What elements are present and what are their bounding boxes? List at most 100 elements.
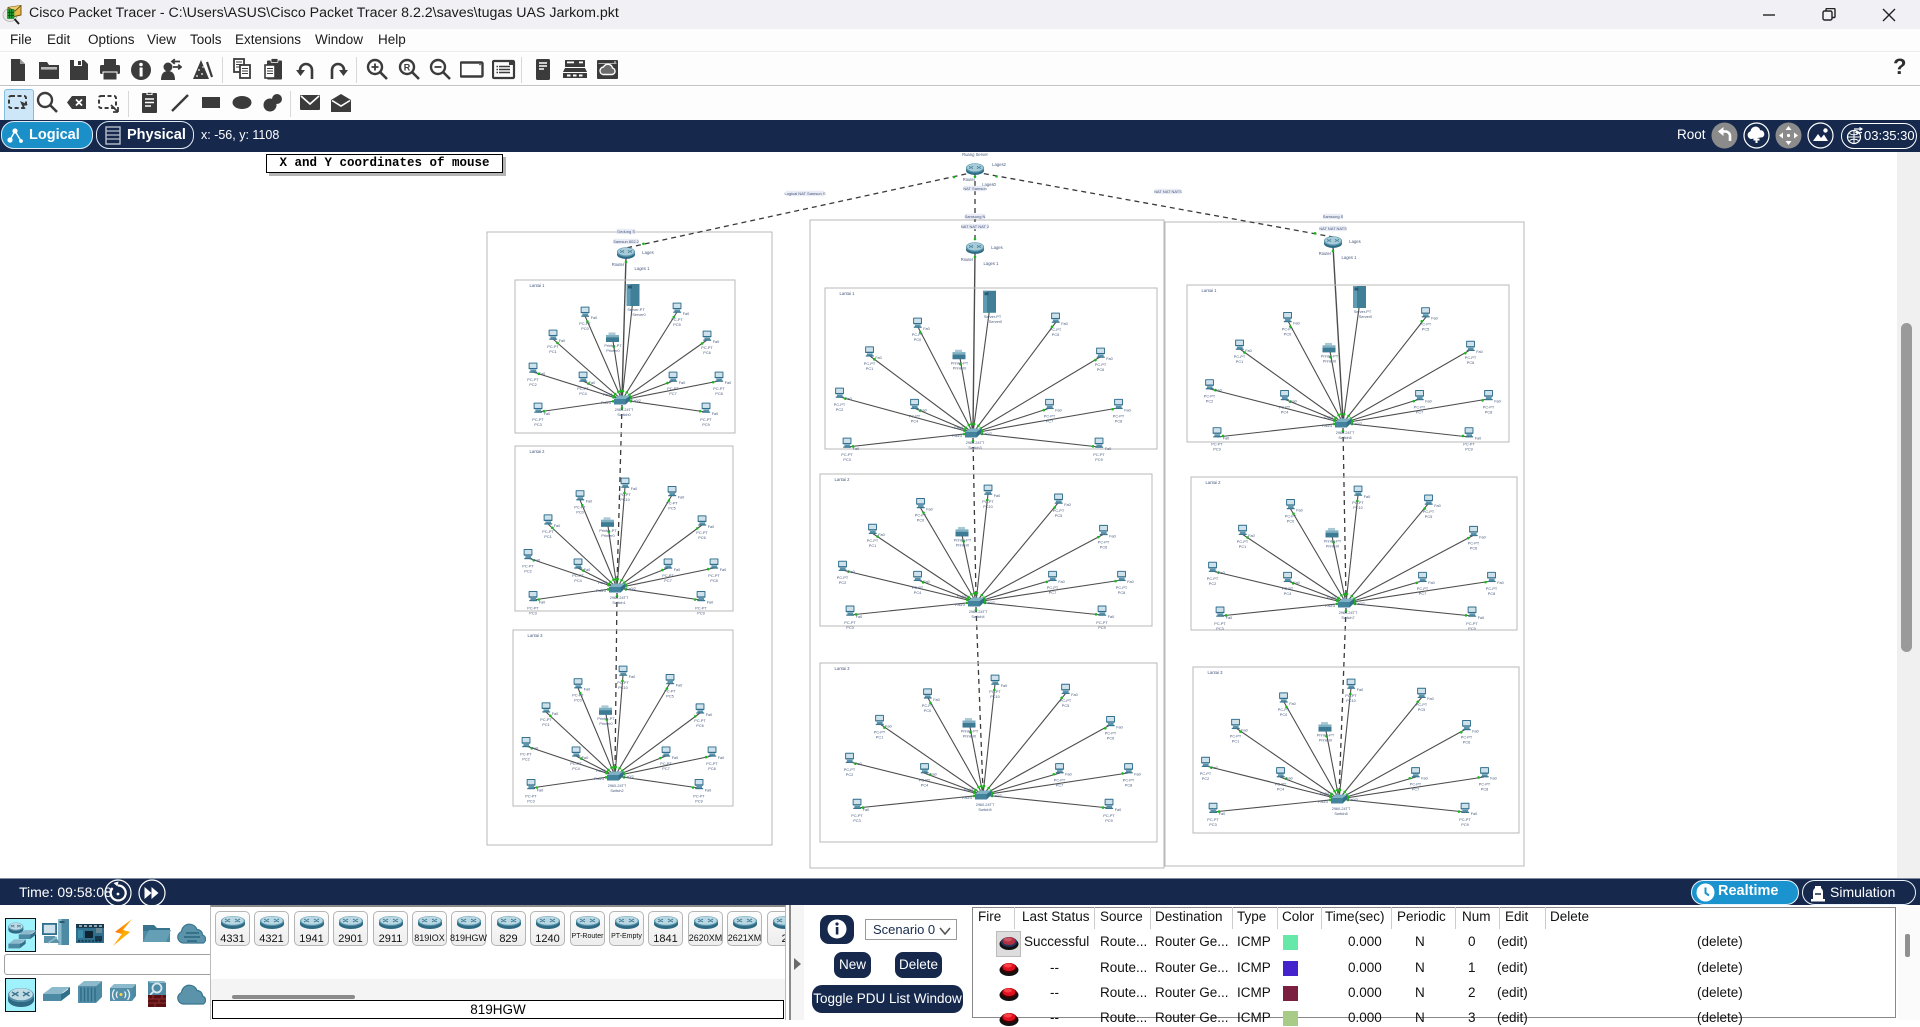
svg-text:PC10: PC10 (1346, 699, 1356, 703)
svg-text:Fa0: Fa0 (1471, 812, 1478, 816)
svg-text:NAT NAT NATS: NAT NAT NATS (1154, 189, 1182, 194)
svg-text:PC4: PC4 (1277, 788, 1284, 792)
svg-text:Lages: Lages (1349, 239, 1360, 244)
svg-text:R: R (404, 63, 411, 73)
svg-text:Fa0: Fa0 (878, 533, 885, 537)
svg-text:Fa0/2: Fa0/2 (626, 587, 636, 591)
svg-text:PC-PT: PC-PT (572, 694, 584, 698)
svg-text:Fa0: Fa0 (1071, 693, 1078, 697)
svg-text:Fa0: Fa0 (1127, 580, 1134, 584)
svg-text:Fa0: Fa0 (1427, 697, 1434, 701)
svg-text:NAT Samsun: NAT Samsun (963, 186, 986, 191)
svg-text:Fa0: Fa0 (845, 397, 852, 401)
svg-text:Switch0: Switch0 (617, 413, 630, 417)
svg-text:Printer-PT: Printer-PT (961, 730, 979, 734)
svg-text:Fa0/1: Fa0/1 (1327, 596, 1337, 600)
svg-text:2960-24TT: 2960-24TT (1339, 611, 1358, 615)
svg-text:Samsun 802.2: Samsun 802.2 (613, 239, 640, 244)
svg-text:Fa0: Fa0 (552, 712, 559, 716)
svg-text:2960-24TT: 2960-24TT (608, 784, 627, 788)
svg-text:PC-PT: PC-PT (1465, 356, 1477, 360)
svg-text:PC-PT: PC-PT (1414, 405, 1426, 409)
svg-text:PC9: PC9 (697, 611, 704, 615)
svg-text:PC7: PC7 (1416, 410, 1423, 414)
svg-text:Samsung N: Samsung N (965, 214, 986, 219)
svg-text:PC-PT: PC-PT (619, 493, 631, 497)
svg-text:PC1: PC1 (1239, 545, 1246, 549)
svg-text:Fa0: Fa0 (1290, 399, 1297, 403)
svg-text:2960-24TT: 2960-24TT (1336, 431, 1355, 435)
svg-text:Fa0: Fa0 (584, 688, 591, 692)
svg-text:Fa0: Fa0 (679, 381, 686, 385)
svg-text:PC8: PC8 (710, 579, 717, 583)
svg-text:PC-PT: PC-PT (841, 453, 853, 457)
svg-text:Fa0: Fa0 (1494, 399, 1501, 403)
svg-text:Fa0: Fa0 (1434, 504, 1441, 508)
svg-text:PC-PT: PC-PT (844, 621, 856, 625)
svg-text:PC-PT: PC-PT (1211, 443, 1223, 447)
svg-text:PC10: PC10 (620, 498, 630, 502)
svg-text:Fa0: Fa0 (1223, 437, 1230, 441)
svg-text:Router: Router (1319, 251, 1332, 256)
svg-text:PC-PT: PC-PT (1098, 540, 1110, 544)
svg-text:PC-PT: PC-PT (1461, 735, 1473, 739)
svg-text:Fa0: Fa0 (1116, 725, 1123, 729)
svg-text:Printer0: Printer0 (601, 534, 614, 538)
svg-text:Switch7: Switch7 (1341, 616, 1354, 620)
svg-text:Fa0/2: Fa0/2 (631, 399, 641, 403)
svg-text:Lantai 1: Lantai 1 (840, 291, 856, 296)
svg-text:Fa0: Fa0 (1476, 350, 1483, 354)
svg-text:Fa0: Fa0 (1061, 322, 1068, 326)
svg-text:PC9: PC9 (1105, 819, 1112, 823)
svg-text:PC1: PC1 (542, 723, 549, 727)
svg-text:Switch1: Switch1 (612, 601, 625, 605)
svg-text:Fa0: Fa0 (853, 447, 860, 451)
svg-text:Router: Router (963, 177, 976, 182)
svg-text:PC9: PC9 (1465, 448, 1472, 452)
svg-text:Fa0: Fa0 (672, 756, 679, 760)
svg-text:Fa0/2: Fa0/2 (985, 601, 995, 605)
svg-text:Fa0: Fa0 (1490, 777, 1497, 781)
svg-text:PC-PT: PC-PT (1420, 323, 1432, 327)
svg-text:Fa0: Fa0 (856, 615, 863, 619)
svg-text:Fa0/1: Fa0/1 (596, 769, 606, 773)
svg-text:Printer0: Printer0 (1319, 739, 1332, 743)
svg-text:PC-PT: PC-PT (579, 322, 591, 326)
svg-text:Fa0: Fa0 (1115, 808, 1122, 812)
svg-text:Server0: Server0 (989, 320, 1002, 324)
svg-text:Ruang Server: Ruang Server (962, 152, 988, 157)
svg-text:Lages 1: Lages 1 (984, 261, 1000, 266)
svg-text:PC-PT: PC-PT (574, 506, 586, 510)
svg-text:Fa0: Fa0 (591, 316, 598, 320)
svg-text:PC-PT: PC-PT (1275, 783, 1287, 787)
svg-text:Fa0/3: Fa0/3 (952, 434, 962, 438)
svg-text:PC-PT: PC-PT (1417, 587, 1429, 591)
svg-text:PC-PT: PC-PT (660, 762, 672, 766)
svg-text:Fa0: Fa0 (1245, 349, 1252, 353)
svg-text:PC5: PC5 (1422, 328, 1429, 332)
svg-text:PC1: PC1 (876, 735, 883, 739)
svg-text:Fa0: Fa0 (1065, 773, 1072, 777)
svg-text:PC-PT: PC-PT (1410, 783, 1422, 787)
svg-text:PC-PT: PC-PT (1053, 509, 1065, 513)
svg-text:PC6: PC6 (696, 724, 703, 728)
svg-text:PC-PT: PC-PT (1463, 443, 1475, 447)
svg-text:Fa0: Fa0 (1001, 684, 1008, 688)
svg-text:Server0: Server0 (1359, 315, 1372, 319)
svg-text:PC-PT: PC-PT (701, 346, 713, 350)
svg-text:PC-PT: PC-PT (1423, 510, 1435, 514)
svg-text:Fa0: Fa0 (1055, 408, 1062, 412)
svg-text:PC-PT: PC-PT (1054, 779, 1066, 783)
svg-text:PC10: PC10 (990, 695, 1000, 699)
svg-text:PC3: PC3 (527, 799, 534, 803)
svg-text:PC2: PC2 (522, 757, 529, 761)
svg-text:Printer-PT: Printer-PT (954, 538, 972, 542)
svg-text:Fa0: Fa0 (1472, 729, 1479, 733)
svg-text:PC-PT: PC-PT (572, 574, 584, 578)
svg-text:PC5: PC5 (1055, 514, 1062, 518)
svg-text:Fa0: Fa0 (923, 327, 930, 331)
svg-text:2960-24TT: 2960-24TT (1332, 807, 1351, 811)
svg-text:Fa0: Fa0 (725, 381, 732, 385)
svg-text:Fa0: Fa0 (863, 808, 870, 812)
svg-text:Fa0: Fa0 (589, 381, 596, 385)
